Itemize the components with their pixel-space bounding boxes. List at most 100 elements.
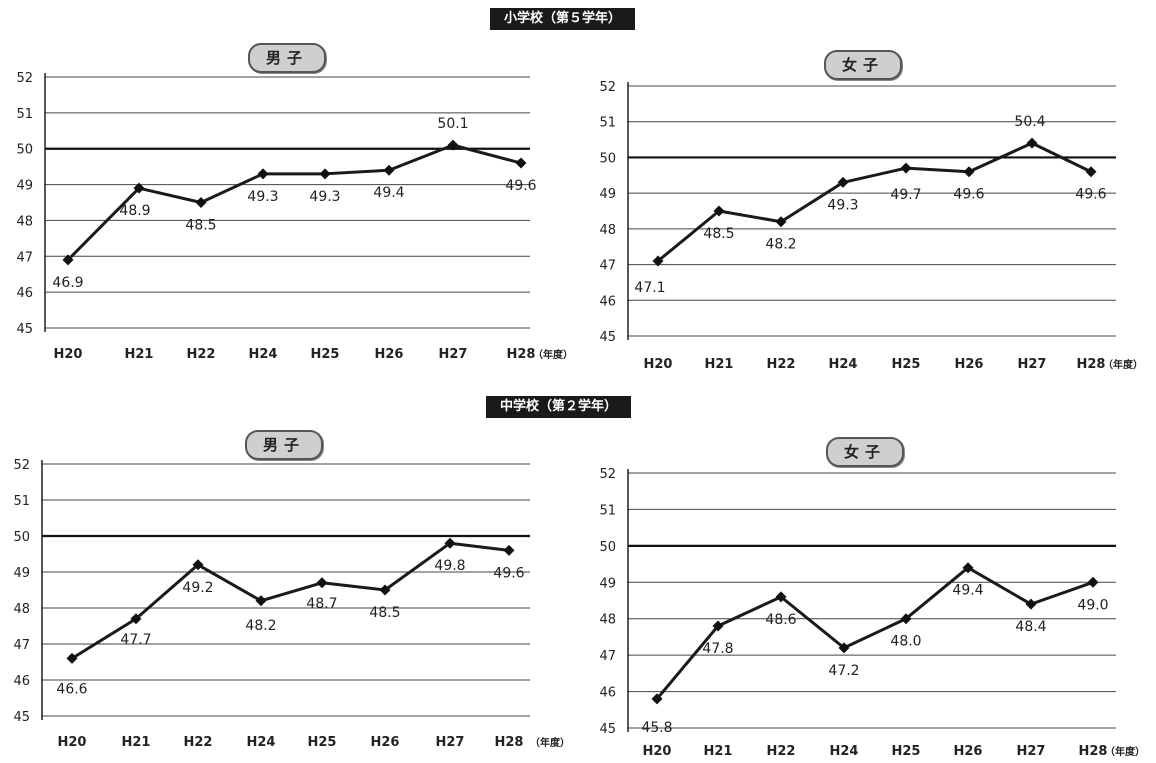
y-tick-label: 52: [13, 458, 30, 473]
x-tick-label: H26: [375, 347, 404, 362]
y-tick-label: 45: [16, 322, 33, 337]
data-label: 48.9: [119, 203, 150, 219]
x-tick-label: H24: [249, 347, 278, 362]
data-label: 45.8: [641, 720, 672, 736]
data-point: [962, 562, 974, 574]
data-label: 49.6: [953, 187, 984, 203]
data-point: [1087, 576, 1099, 588]
data-point: [651, 693, 663, 705]
y-tick-label: 52: [599, 80, 616, 95]
data-point: [1026, 137, 1038, 149]
data-point: [713, 205, 725, 217]
section-title-elementary: 小学校（第５学年）: [490, 8, 636, 30]
data-label: 49.4: [373, 185, 404, 201]
y-tick-label: 48: [599, 223, 616, 238]
data-point: [66, 652, 78, 664]
y-tick-label: 51: [13, 494, 30, 509]
x-tick-label: H27: [439, 347, 468, 362]
y-tick-label: 48: [13, 602, 30, 617]
data-label: 48.4: [1015, 619, 1046, 635]
data-point: [503, 544, 515, 556]
x-tick-label: H22: [187, 347, 216, 362]
x-tick-label: H26: [954, 744, 983, 759]
x-tick-label: H21: [122, 735, 151, 750]
y-tick-label: 51: [16, 107, 33, 122]
x-tick-label: H25: [308, 735, 337, 750]
series-line: [71, 541, 510, 660]
data-point: [383, 164, 395, 176]
data-label: 49.7: [890, 187, 921, 203]
y-tick-label: 50: [13, 530, 30, 545]
y-tick-label: 51: [599, 503, 616, 518]
x-tick-label: H20: [644, 357, 673, 372]
x-tick-label: H27: [436, 735, 465, 750]
data-label: 48.7: [306, 596, 337, 612]
x-tick-label: H22: [184, 735, 213, 750]
x-tick-label: H26: [371, 735, 400, 750]
data-point: [255, 595, 267, 607]
data-point: [963, 166, 975, 178]
x-tick-label: H22: [767, 744, 796, 759]
data-point: [133, 182, 145, 194]
y-tick-label: 45: [599, 330, 616, 345]
data-label: 50.4: [1014, 114, 1045, 130]
series-line: [657, 141, 1092, 263]
data-label: 48.2: [765, 237, 796, 253]
x-tick-label: H25: [892, 744, 921, 759]
section-title-junior-high: 中学校（第２学年）: [486, 396, 632, 418]
data-point: [447, 139, 459, 151]
x-axis-unit: （年度）: [1103, 358, 1143, 371]
x-tick-label: H26: [955, 357, 984, 372]
data-label: 49.3: [827, 197, 858, 213]
y-tick-label: 49: [599, 187, 616, 202]
data-point: [130, 613, 142, 625]
y-tick-label: 47: [13, 638, 30, 653]
x-tick-label: H28: [1077, 357, 1106, 372]
y-tick-label: 47: [16, 250, 33, 265]
data-label: 49.6: [505, 178, 536, 194]
badge-junior-boys: 男子: [245, 430, 324, 460]
x-tick-label: H20: [58, 735, 87, 750]
data-label: 49.3: [309, 189, 340, 205]
x-tick-label: H22: [767, 357, 796, 372]
y-tick-label: 50: [599, 540, 616, 555]
y-tick-label: 46: [599, 294, 616, 309]
x-axis-unit: （年度）: [530, 736, 570, 749]
data-point: [900, 613, 912, 625]
x-tick-label: H20: [54, 347, 83, 362]
x-tick-label: H27: [1018, 357, 1047, 372]
data-label: 48.5: [703, 226, 734, 242]
y-tick-label: 50: [16, 143, 33, 158]
series-line: [66, 143, 522, 261]
x-tick-label: H25: [892, 357, 921, 372]
data-label: 47.2: [828, 663, 859, 679]
x-axis-unit: （年度）: [1105, 745, 1145, 758]
y-tick-label: 49: [13, 566, 30, 581]
y-tick-label: 48: [16, 214, 33, 229]
x-tick-label: H25: [311, 347, 340, 362]
data-label: 47.8: [702, 641, 733, 657]
data-point: [652, 255, 664, 267]
data-label: 49.8: [434, 558, 465, 574]
y-tick-label: 46: [13, 674, 30, 689]
y-tick-label: 47: [599, 259, 616, 274]
y-tick-label: 52: [599, 467, 616, 482]
y-tick-label: 50: [599, 151, 616, 166]
data-label: 49.3: [247, 189, 278, 205]
data-label: 48.5: [185, 218, 216, 234]
x-tick-label: H28: [495, 735, 524, 750]
badge-junior-girls: 女子: [826, 437, 905, 467]
data-point: [837, 176, 849, 188]
x-tick-label: H24: [830, 744, 859, 759]
badge-elementary-boys: 男子: [248, 43, 327, 73]
data-point: [257, 168, 269, 180]
y-tick-label: 49: [16, 179, 33, 194]
x-tick-label: H21: [705, 357, 734, 372]
data-label: 46.9: [52, 275, 83, 291]
data-label: 46.6: [56, 681, 87, 697]
y-tick-label: 52: [16, 71, 33, 86]
data-point: [316, 577, 328, 589]
